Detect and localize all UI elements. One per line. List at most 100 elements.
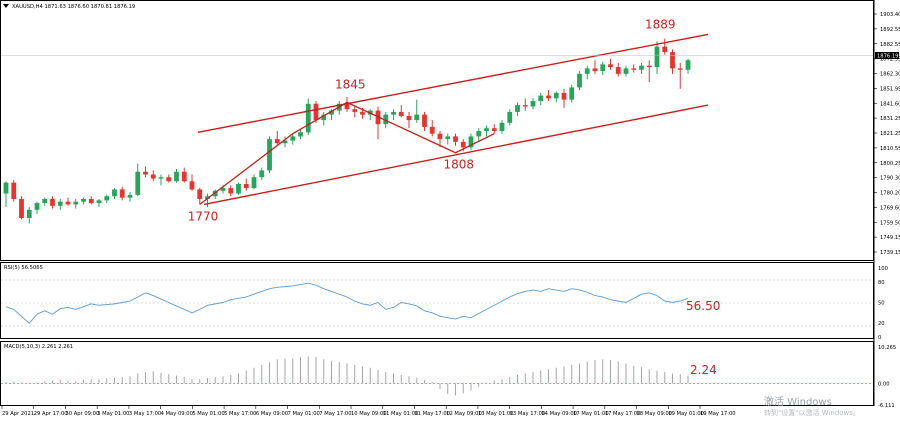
candle-body <box>360 111 365 115</box>
time-axis-label: 4 May 09:00 <box>161 411 193 417</box>
time-axis-label: 12 May 09:00 <box>446 411 482 417</box>
rsi-value-callout: 56.50 <box>686 299 720 313</box>
candle-body <box>127 194 133 198</box>
time-axis-label: 7 May 01:00 <box>288 411 320 417</box>
candle-body <box>197 189 203 199</box>
candle-body <box>313 103 319 121</box>
candle-body <box>181 171 187 182</box>
time-axis-label: 3 May 01:00 <box>97 411 129 417</box>
candle-body <box>119 189 125 198</box>
time-axis-label: 17 May 01:00 <box>573 411 609 417</box>
candle-body <box>484 128 489 131</box>
price-axis-label: 1749.15 <box>880 235 900 241</box>
time-axis-label: 13 May 01:00 <box>478 411 514 417</box>
candle-body <box>274 139 280 144</box>
candle-body <box>174 171 179 182</box>
price-channel <box>197 33 709 206</box>
collapse-arrow-icon[interactable] <box>3 4 9 8</box>
candle-body <box>422 114 427 127</box>
candle-body <box>251 177 257 189</box>
candle-body <box>398 111 404 116</box>
candle-body <box>546 95 551 99</box>
activation-watermark: 激活 Windows <box>764 395 832 408</box>
rsi-axis-label: 80 <box>878 280 885 286</box>
time-axis-label: 17 May 17:00 <box>605 411 641 417</box>
macd-panel-frame <box>0 341 874 406</box>
candle-body <box>654 46 660 68</box>
candle-body <box>429 126 435 134</box>
price-panel-title: XAUUSD,H4 1871.63 1876.60 1870.81 1876.1… <box>12 4 135 10</box>
candle-body <box>228 188 234 194</box>
candle-body <box>391 111 396 115</box>
price-axis-label: 1821.25 <box>880 131 900 137</box>
time-axis-label: 11 May 17:00 <box>414 411 450 417</box>
candle-body <box>96 200 102 204</box>
time-axis-label: 19 May 01:00 <box>668 411 704 417</box>
price-axis-labels: 1903.40 1892.55 1882.55 1872.55 1862.30 1851.… <box>874 12 900 409</box>
time-axis-label: 5 May 01:00 <box>192 411 224 417</box>
price-axis-label: 1739.15 <box>880 250 900 256</box>
candle-body <box>639 65 644 70</box>
candle-body <box>592 68 598 72</box>
time-axis-label: 11 May 01:00 <box>383 411 419 417</box>
candle-body <box>437 133 443 140</box>
candle-body <box>150 174 156 179</box>
candle-body <box>267 139 272 171</box>
time-axis-label: 7 May 17:00 <box>319 411 351 417</box>
candle-body <box>623 68 629 74</box>
candle-body <box>26 209 32 218</box>
candle-body <box>282 140 288 144</box>
candle-body <box>631 68 637 70</box>
candle-body <box>515 105 520 112</box>
candle-body <box>569 87 575 100</box>
candle-body <box>476 130 482 137</box>
price-annotation-label: 1808 <box>444 158 475 172</box>
price-panel-frame <box>0 0 874 261</box>
last-price-marker <box>875 52 899 59</box>
candle-body <box>158 177 164 179</box>
time-axis-label: 19 May 17:00 <box>700 411 736 417</box>
candle-body <box>81 198 86 202</box>
channel-lower-line <box>203 104 709 206</box>
candle-body <box>445 136 451 140</box>
price-annotation-label: 1845 <box>335 77 366 91</box>
candle-body <box>112 189 117 197</box>
candle-body <box>34 203 40 210</box>
macd-value-callout: 2.24 <box>690 363 717 377</box>
candle-body <box>344 103 350 110</box>
candle-body <box>453 136 458 142</box>
price-annotation-label: 1770 <box>188 209 219 223</box>
candle-body <box>600 64 606 72</box>
time-axis-label: 5 May 17:00 <box>224 411 256 417</box>
price-annotation-label: 1889 <box>645 18 676 32</box>
candle-body <box>662 46 668 53</box>
candle-body <box>507 111 513 123</box>
candle-body <box>259 170 265 178</box>
time-axis-label: 14 May 09:00 <box>541 411 577 417</box>
price-axis-label: 1903.40 <box>880 12 900 18</box>
candle-body <box>57 201 63 206</box>
candle-body <box>615 67 621 74</box>
candle-body <box>65 201 71 205</box>
candle-body <box>50 198 55 206</box>
price-axis-label: 1759.50 <box>880 220 900 226</box>
candle-body <box>305 103 311 133</box>
price-axis-label: 1810.55 <box>880 146 900 152</box>
candle-body <box>646 65 652 68</box>
candle-body <box>166 177 172 182</box>
candle-body <box>73 201 79 205</box>
time-axis-label: 29 Apr 2021 <box>2 411 34 417</box>
rsi-series <box>5 282 689 324</box>
candle-body <box>42 198 48 204</box>
time-axis-label: 6 May 09:00 <box>256 411 288 417</box>
macd-axis-label: 10.265 <box>878 345 896 351</box>
macd-panel-title: MACD(5,10,3) 2.261 2.261 <box>4 344 73 350</box>
candle-body <box>298 132 303 137</box>
candle-body <box>383 114 389 125</box>
candle-body <box>243 184 249 189</box>
rsi-panel-title: RSI(5) 56.5065 <box>4 265 43 271</box>
candle-body <box>11 182 17 199</box>
macd-histogram <box>1 356 873 396</box>
